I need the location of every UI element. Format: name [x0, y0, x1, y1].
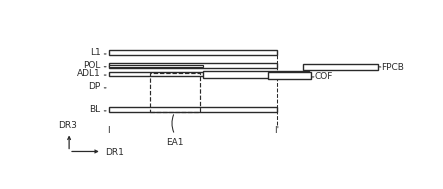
- Text: BL: BL: [89, 105, 101, 114]
- Text: COF: COF: [314, 72, 333, 81]
- Text: I': I': [274, 126, 280, 135]
- Bar: [109, 65, 203, 67]
- Text: POL: POL: [83, 61, 101, 70]
- Bar: [150, 73, 199, 112]
- Bar: [109, 64, 277, 68]
- Bar: [268, 72, 311, 79]
- Text: L1: L1: [90, 48, 101, 57]
- Text: ADL1: ADL1: [77, 69, 101, 78]
- Bar: [303, 64, 378, 70]
- Text: DP: DP: [89, 82, 101, 91]
- Bar: [109, 50, 277, 55]
- Text: EA1: EA1: [166, 138, 183, 147]
- Bar: [109, 72, 277, 76]
- Text: DR1: DR1: [105, 148, 124, 157]
- Bar: [203, 71, 309, 77]
- Text: FPCB: FPCB: [381, 63, 404, 72]
- Text: I: I: [107, 126, 110, 135]
- Text: DR3: DR3: [58, 121, 77, 130]
- Bar: [109, 107, 277, 112]
